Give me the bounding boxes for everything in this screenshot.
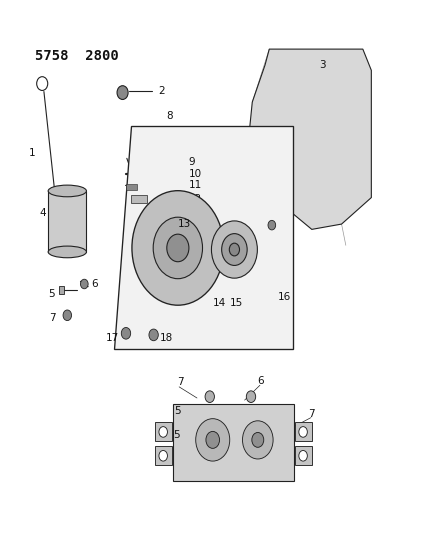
Text: 13: 13 [178,220,191,229]
Text: 1: 1 [29,148,36,158]
Circle shape [132,191,224,305]
Text: 18: 18 [160,333,173,343]
Text: 3: 3 [319,60,326,70]
Text: 14: 14 [212,297,226,308]
Circle shape [121,327,131,339]
Circle shape [149,329,158,341]
Text: 9: 9 [188,157,195,166]
Circle shape [299,450,307,461]
Circle shape [205,391,214,402]
Bar [48,191,86,252]
Circle shape [247,391,256,402]
Text: 11: 11 [188,180,202,190]
Text: 2: 2 [159,86,165,96]
Circle shape [196,419,230,461]
Ellipse shape [48,246,86,258]
Text: 7: 7 [309,409,315,419]
Bar [172,404,294,481]
Circle shape [222,233,247,265]
Circle shape [252,432,264,447]
Text: 7: 7 [177,377,183,387]
Text: 6: 6 [258,376,264,386]
Circle shape [159,450,167,461]
Bar [59,286,64,294]
Circle shape [167,234,189,262]
Bar [294,446,312,465]
Circle shape [206,431,220,448]
Circle shape [117,86,128,100]
Circle shape [159,426,167,437]
Text: 8: 8 [166,111,172,120]
Text: 10: 10 [188,169,202,179]
Bar [131,196,147,204]
Circle shape [299,426,307,437]
Ellipse shape [48,185,86,197]
Circle shape [211,221,257,278]
Circle shape [153,217,202,279]
Polygon shape [248,49,372,229]
Text: 5: 5 [175,406,181,416]
Circle shape [80,279,88,289]
Text: 5: 5 [173,430,180,440]
Bar [51,225,60,232]
Text: 16: 16 [278,292,291,302]
Text: 5: 5 [48,289,55,299]
Bar [155,446,172,465]
Text: 6: 6 [92,279,98,289]
Text: 5758  2800: 5758 2800 [36,49,119,63]
Circle shape [268,220,276,230]
Text: 17: 17 [105,333,119,343]
Bar [155,422,172,441]
Circle shape [229,243,240,256]
Bar [294,422,312,441]
Circle shape [243,421,273,459]
Circle shape [63,310,71,320]
Text: 12: 12 [188,194,202,204]
Text: 15: 15 [229,297,243,308]
Bar [125,184,137,190]
Text: 7: 7 [49,313,56,324]
Polygon shape [114,126,293,349]
Text: 4: 4 [40,208,46,219]
